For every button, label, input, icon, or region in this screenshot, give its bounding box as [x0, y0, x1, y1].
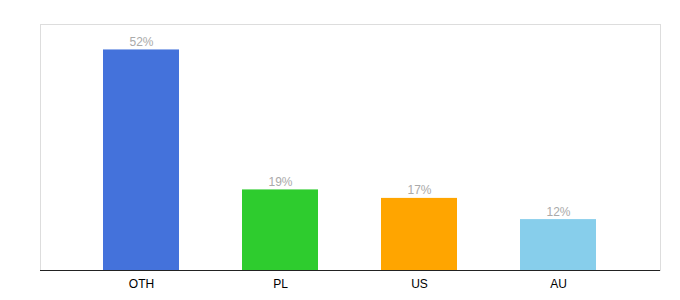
svg-text:US: US	[411, 277, 428, 291]
svg-text:19%: 19%	[268, 175, 292, 189]
svg-text:17%: 17%	[407, 183, 431, 197]
svg-text:52%: 52%	[129, 35, 153, 49]
svg-text:PL: PL	[273, 277, 288, 291]
svg-text:AU: AU	[550, 277, 567, 291]
svg-text:12%: 12%	[546, 205, 570, 219]
svg-text:OTH: OTH	[129, 277, 154, 291]
